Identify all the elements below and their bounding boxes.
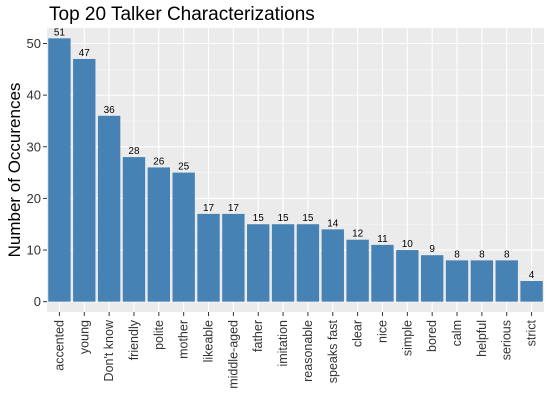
data-label: 25	[178, 162, 190, 173]
x-tick-label: young	[77, 320, 91, 354]
bar	[48, 38, 71, 302]
y-axis-ticks: 0 10 20 30 40 50	[27, 36, 47, 309]
bar	[520, 281, 543, 302]
bar	[147, 167, 171, 302]
data-label: 28	[128, 146, 140, 157]
bar	[445, 260, 469, 302]
data-label: 15	[253, 213, 265, 224]
x-tick-label: bored	[425, 320, 439, 352]
x-tick-label: speaks fast	[326, 319, 340, 383]
data-label: 47	[79, 48, 91, 59]
y-tick-label: 10	[27, 243, 41, 258]
x-tick-label: clear	[351, 320, 365, 347]
x-tick-label: friendly	[127, 319, 141, 360]
bar	[321, 229, 344, 302]
data-label: 36	[104, 105, 116, 116]
data-label: 17	[228, 203, 240, 214]
data-label: 15	[278, 213, 290, 224]
x-axis-ticks: accented young Don't know friendly polite mot…	[52, 312, 539, 389]
bar	[271, 224, 295, 302]
data-label: 51	[54, 27, 66, 38]
chart-title: Top 20 Talker Characterizations	[49, 4, 315, 25]
bar	[420, 255, 444, 302]
x-tick-label: likeable	[202, 320, 216, 362]
bar	[470, 260, 494, 302]
data-label: 10	[402, 239, 414, 250]
bar	[122, 157, 146, 302]
bar	[172, 172, 195, 302]
x-tick-label: strict	[525, 319, 539, 346]
bar	[296, 224, 320, 302]
x-tick-label: helpful	[475, 320, 489, 357]
x-tick-label: calm	[450, 320, 464, 346]
x-tick-label: polite	[152, 320, 166, 350]
x-tick-label: middle-aged	[226, 320, 240, 389]
x-tick-label: accented	[52, 320, 66, 371]
y-axis-label: Number of Occurences	[5, 83, 24, 258]
x-tick-label: nice	[375, 320, 389, 343]
bar	[97, 115, 121, 302]
bar	[371, 244, 394, 302]
x-tick-label: imitation	[276, 320, 290, 367]
data-label: 8	[504, 249, 510, 260]
data-labels: 51 47 36 28 26 25 17 17 15 15 15 14 12 11 10 9 8 8 8 4	[54, 27, 535, 281]
x-tick-label: father	[251, 320, 265, 352]
data-label: 14	[327, 218, 339, 229]
x-tick-label: simple	[400, 320, 414, 356]
data-label: 26	[153, 156, 165, 167]
data-label: 17	[203, 203, 215, 214]
y-tick-label: 0	[34, 294, 41, 309]
data-label: 4	[529, 270, 535, 281]
bar	[495, 260, 518, 302]
plot-panel	[47, 28, 544, 312]
bar	[197, 213, 220, 302]
x-tick-label: mother	[177, 320, 191, 359]
y-tick-label: 30	[27, 139, 41, 154]
bars	[48, 38, 543, 302]
x-tick-label: reasonable	[301, 320, 315, 382]
y-tick-label: 20	[27, 191, 41, 206]
data-label: 15	[302, 213, 314, 224]
x-tick-label: serious	[500, 320, 514, 360]
y-tick-label: 50	[27, 36, 41, 51]
data-label: 8	[479, 249, 485, 260]
data-label: 8	[454, 249, 460, 260]
data-label: 11	[377, 234, 388, 245]
data-label: 12	[352, 229, 364, 240]
bar	[222, 213, 245, 302]
bar	[73, 58, 96, 302]
data-label: 9	[429, 244, 435, 255]
y-tick-label: 40	[27, 88, 41, 103]
bar	[247, 224, 270, 302]
x-tick-label: Don't know	[102, 319, 116, 381]
bar	[346, 239, 369, 302]
bar	[396, 250, 419, 302]
